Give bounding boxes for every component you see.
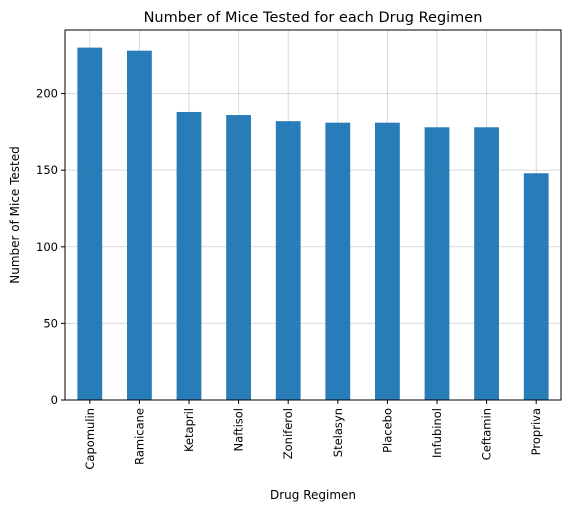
bar-placebo xyxy=(375,122,400,400)
bar-stelasyn xyxy=(325,122,351,400)
x-tick-label: Placebo xyxy=(380,408,394,453)
bar-ketapril xyxy=(176,111,202,401)
bar-ceftamin xyxy=(474,127,499,401)
y-tick-label: 50 xyxy=(43,316,58,330)
y-tick-label: 200 xyxy=(36,87,58,101)
x-tick-label: Ketapril xyxy=(182,408,196,452)
x-axis-ticks: Capomulin Ramicane Ketapril Naftisol Zonifer… xyxy=(83,400,543,470)
bar-zoniferol xyxy=(275,121,301,400)
y-axis-ticks: 0 50 100 150 200 xyxy=(36,87,65,407)
x-tick-label: Ceftamin xyxy=(480,408,494,460)
bar-naftisol xyxy=(226,115,251,400)
x-tick-label: Stelasyn xyxy=(331,408,345,457)
x-tick-label: Ramicane xyxy=(132,408,146,465)
x-tick-label: Infubinol xyxy=(430,408,444,458)
bar-propriva xyxy=(523,173,549,400)
x-tick-label: Capomulin xyxy=(83,408,97,470)
y-tick-label: 150 xyxy=(36,163,58,177)
bar-infubinol xyxy=(424,127,450,401)
x-tick-label: Zoniferol xyxy=(281,408,295,459)
bars xyxy=(77,47,549,401)
x-axis-label: Drug Regimen xyxy=(270,488,356,502)
bar-capomulin xyxy=(77,47,103,400)
chart-title: Number of Mice Tested for each Drug Regi… xyxy=(144,10,483,26)
bar-ramicane xyxy=(127,50,152,401)
y-axis-label: Number of Mice Tested xyxy=(8,146,22,284)
x-tick-label: Propriva xyxy=(529,408,543,455)
x-tick-label: Naftisol xyxy=(232,408,246,451)
y-tick-label: 100 xyxy=(36,240,58,254)
plot-frame xyxy=(64,29,562,401)
y-tick-label: 0 xyxy=(51,393,58,407)
